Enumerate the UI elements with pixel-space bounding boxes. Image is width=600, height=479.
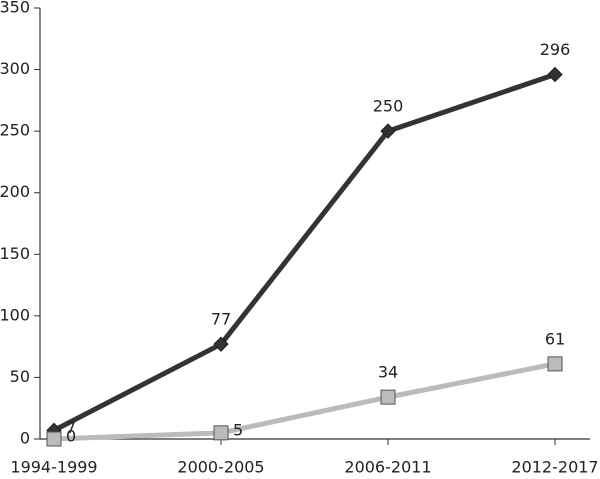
- y-tick-label: 150: [0, 244, 30, 263]
- x-tick-label: 2000-2005: [177, 458, 264, 477]
- data-label: 34: [378, 363, 398, 382]
- data-label: 61: [545, 329, 565, 348]
- y-tick-label: 350: [0, 0, 30, 17]
- x-tick-label: 1994-1999: [10, 458, 97, 477]
- data-label: 77: [211, 310, 231, 329]
- marker: [547, 66, 563, 83]
- marker: [46, 431, 62, 447]
- data-label: 7: [66, 418, 76, 437]
- data-label: 296: [540, 40, 571, 59]
- marker: [380, 389, 396, 405]
- marker: [213, 425, 229, 441]
- y-tick-label: 0: [20, 429, 30, 448]
- x-tick-label: 2006-2011: [344, 458, 431, 477]
- line: [53, 361, 556, 442]
- x-tick-label: 2012-2017: [511, 458, 598, 477]
- marker: [213, 336, 229, 352]
- marker: [547, 356, 563, 372]
- data-label: 250: [373, 97, 404, 116]
- y-tick-label: 200: [0, 182, 30, 201]
- marker: [380, 123, 396, 139]
- data-label: 5: [233, 420, 243, 439]
- y-tick-label: 100: [0, 305, 30, 324]
- data-label: 0: [66, 427, 76, 446]
- y-tick-label: 250: [0, 121, 30, 140]
- y-tick-label: 300: [0, 59, 30, 78]
- y-tick-label: 50: [10, 367, 30, 386]
- line: [52, 72, 556, 433]
